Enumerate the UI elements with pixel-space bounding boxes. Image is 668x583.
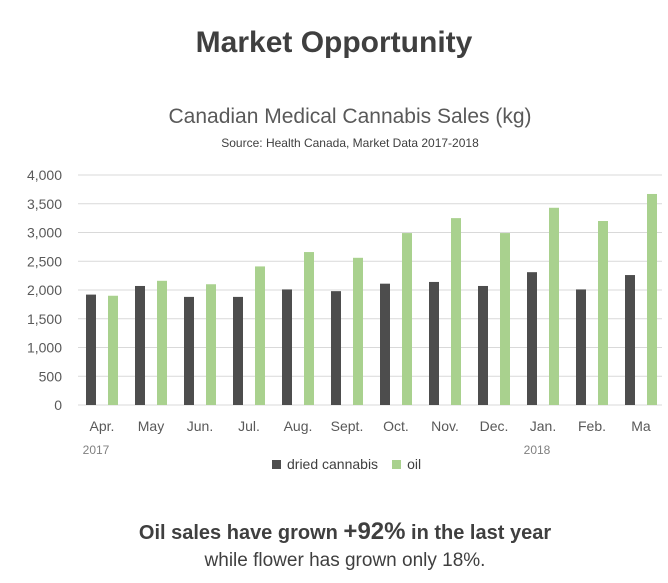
bar-dried-cannabis xyxy=(429,281,439,405)
bar-dried-cannabis xyxy=(380,283,390,405)
footer-highlight: +92% xyxy=(343,518,406,545)
bar-dried-cannabis xyxy=(135,285,145,405)
bar-oil xyxy=(549,207,559,405)
bar-chart: 0 500 1,000 1,500 2,000 2,500 3,000 3,500 4,000 A… xyxy=(27,167,662,457)
bar-dried-cannabis xyxy=(331,291,341,405)
bar-oil xyxy=(353,257,363,405)
x-tick-label: Jul. xyxy=(238,418,260,434)
bar-oil xyxy=(402,233,412,405)
legend-swatch-dried xyxy=(272,459,281,469)
bar-dried-cannabis xyxy=(625,275,635,405)
x-tick-label: Apr. xyxy=(90,418,115,434)
bar-oil xyxy=(108,295,118,405)
bar-oil xyxy=(500,233,510,405)
bar-oil xyxy=(451,218,461,405)
y-tick-label: 500 xyxy=(39,368,63,384)
x-tick-label: Ma xyxy=(631,418,651,434)
chart-title: Canadian Medical Cannabis Sales (kg) xyxy=(168,105,532,128)
x-tick-label: Dec. xyxy=(480,418,509,434)
x-tick-label: Aug. xyxy=(284,418,313,434)
x-tick-label: Sept. xyxy=(331,418,364,434)
year-label: 2018 xyxy=(524,443,551,457)
y-tick-label: 2,000 xyxy=(27,282,62,298)
bar-dried-cannabis xyxy=(576,289,586,405)
x-tick-label: Oct. xyxy=(383,418,409,434)
y-tick-label: 0 xyxy=(54,397,62,413)
bar-oil xyxy=(647,193,657,405)
page-title: Market Opportunity xyxy=(195,26,473,59)
bar-dried-cannabis xyxy=(233,296,243,405)
footer-text-end: in the last year xyxy=(405,522,552,544)
y-tick-label: 3,500 xyxy=(27,196,62,212)
x-tick-label: Feb. xyxy=(578,418,606,434)
footer-headline: Oil sales have grown +92% in the last ye… xyxy=(0,518,668,546)
year-label: 2017 xyxy=(83,443,110,457)
legend-label-dried: dried cannabis xyxy=(287,456,379,472)
footer-subline: while flower has grown only 18%. xyxy=(204,550,486,571)
legend-label-oil: oil xyxy=(407,456,422,472)
y-tick-label: 1,000 xyxy=(27,340,62,356)
x-tick-label: Jun. xyxy=(187,418,213,434)
x-tick-label: Jan. xyxy=(530,418,556,434)
y-tick-label: 3,000 xyxy=(27,225,62,241)
x-tick-label: May xyxy=(138,418,164,434)
bar-oil xyxy=(206,284,216,405)
bar-oil xyxy=(157,280,167,405)
legend-item-oil: oil xyxy=(392,456,421,472)
y-tick-label: 2,500 xyxy=(27,253,62,269)
bar-oil xyxy=(598,221,608,405)
legend-item-dried: dried cannabis xyxy=(272,456,378,472)
y-tick-label: 4,000 xyxy=(27,167,62,183)
bar-dried-cannabis xyxy=(282,289,292,405)
chart-subtitle: Source: Health Canada, Market Data 2017-… xyxy=(221,136,479,150)
x-tick-label: Nov. xyxy=(431,418,459,434)
chart-legend: dried cannabis oil xyxy=(272,456,435,472)
bar-dried-cannabis xyxy=(478,285,488,405)
footer-text-start: Oil sales have grown xyxy=(138,522,344,544)
bar-dried-cannabis xyxy=(86,294,96,405)
y-tick-label: 1,500 xyxy=(27,311,62,327)
bar-oil xyxy=(304,252,314,405)
bar-dried-cannabis xyxy=(527,272,537,405)
legend-swatch-oil xyxy=(392,459,402,469)
bar-dried-cannabis xyxy=(184,296,194,405)
bar-oil xyxy=(255,266,265,405)
